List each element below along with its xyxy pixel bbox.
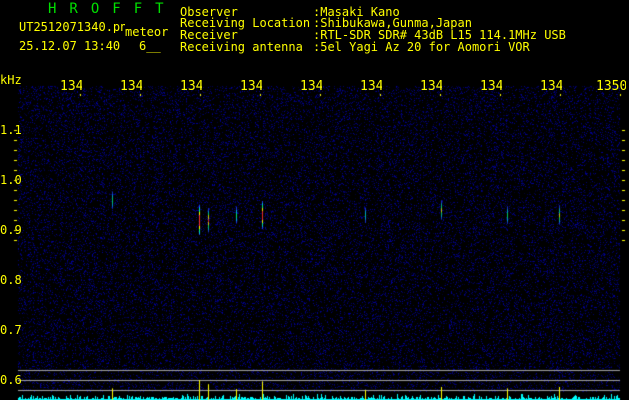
y-tick-label: 1.1 [0,123,22,137]
mode-label: meteor [125,25,169,39]
x-tick-label: 1343 [180,80,202,94]
x-tick-label: 1345 [300,80,322,94]
observer-value: :Masaki Kano [313,5,400,19]
y-tick-label: 1.0 [0,173,22,187]
filename: UT2512071340.png [19,21,125,33]
x-tick-label: 1344 [240,80,262,94]
y-axis-unit: kHz [0,73,22,87]
location-label: Receiving Location [180,16,311,30]
echo-count: 6__ [139,39,161,53]
x-tick-label: 1346 [360,80,382,94]
x-tick-label: 1347 [420,80,442,94]
y-tick-label: 0.6 [0,373,22,387]
y-tick-label: 0.8 [0,273,22,287]
antenna-label: Receiving antenna [180,40,303,54]
x-tick-label: 1348 [480,80,502,94]
observer-label: Observer [180,5,238,19]
x-tick-label: 1342 [120,80,142,94]
x-tick-label: 1349 [540,80,562,94]
y-tick-label: 0.9 [0,223,22,237]
datetime: 25.12.07 13:40 [19,39,121,53]
receiver-value: :RTL-SDR SDR# 43dB L15 114.1MHz USB [313,28,566,42]
y-tick-label: 0.7 [0,323,22,337]
antenna-value: :5el Yagi Az 20 for Aomori VOR [313,40,530,54]
location-value: :Shibukawa,Gunma,Japan [313,16,472,30]
receiver-label: Receiver [180,28,238,42]
app-title: HROFFT [48,1,177,17]
x-tick-label: 1350 [596,80,626,94]
